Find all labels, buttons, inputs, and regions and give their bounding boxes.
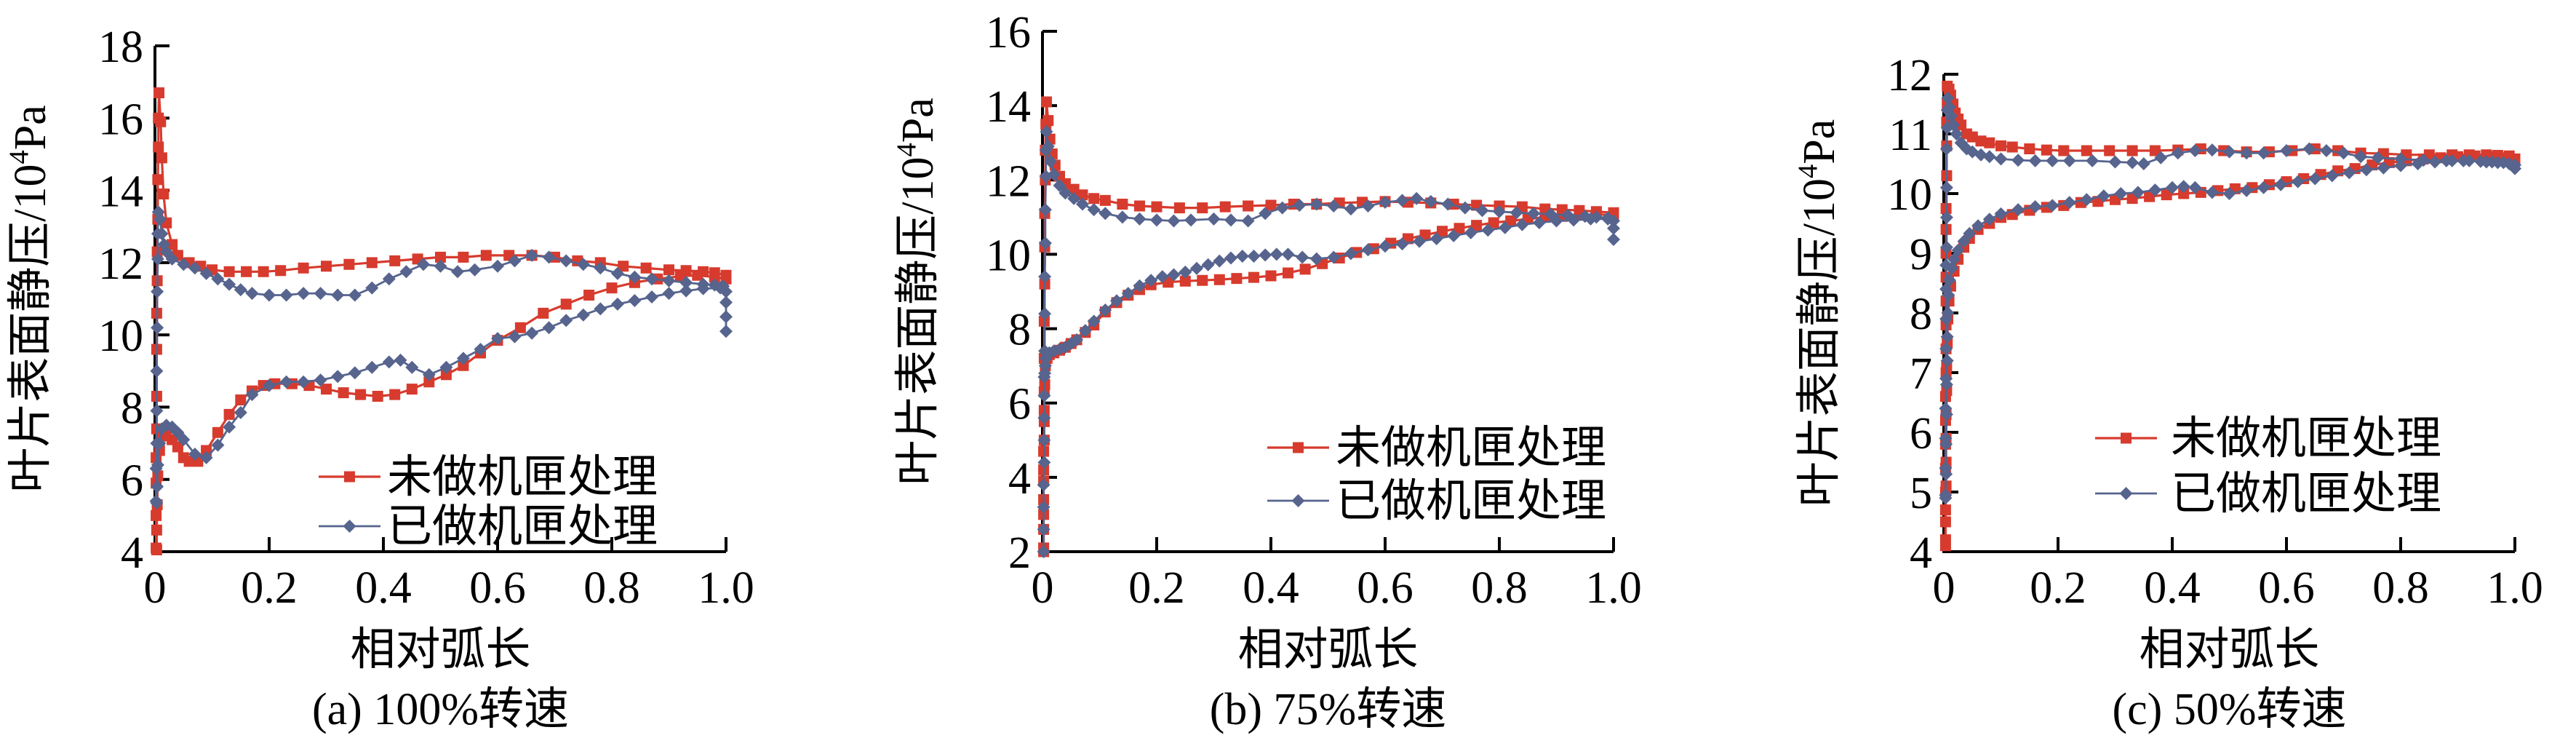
y-tick-label: 8 [121,384,143,433]
y-tick-label: 11 [1889,111,1932,160]
y-tick-label: 10 [1887,170,1932,220]
legend-label: 未做机匣处理 [1336,424,1606,473]
y-tick-label: 6 [1008,380,1031,429]
x-tick-label: 0.2 [2030,563,2086,613]
chart-a-panel: 4 6 8 10 12 14 16 18 0 0.2 0.4 0.6 0.8 1.0 叶片表面静压/104P… [4,23,754,734]
y-tick-label: 6 [121,456,143,506]
x-tick-label: 0.4 [2144,563,2201,613]
x-axis-label: 相对弧长 [350,625,530,675]
y-tick-label: 16 [98,95,143,144]
legend-label: 已做机匣处理 [1336,477,1606,526]
x-tick-label: 0.6 [2258,563,2315,613]
x-tick-label: 0 [1933,563,1955,613]
y-tick-label: 8 [1008,306,1031,355]
legend-marker-square-icon [1293,442,1304,453]
x-axis-label: 相对弧长 [1237,625,1418,675]
y-tick-label: 9 [1910,230,1932,279]
y-tick-label: 12 [986,156,1031,206]
y-axis-label: 叶片表面静压/104Pa [4,105,55,492]
y-axis-label: 叶片表面静压/104Pa [1793,119,1844,507]
x-tick-label: 1.0 [2487,563,2543,613]
y-tick-label: 12 [1887,51,1932,100]
chart-caption: (b) 75%转速 [1210,685,1446,734]
legend-marker-square-icon [2121,432,2132,444]
y-tick-label: 10 [98,312,143,361]
y-tick-label: 4 [1008,454,1031,504]
x-axis-label: 相对弧长 [2139,625,2319,675]
series-markers-treated [149,205,733,509]
y-tick-label: 14 [986,82,1031,132]
x-tick-label: 0.2 [1128,563,1185,613]
series-markers-treated [1037,124,1620,558]
y-tick-label: 16 [986,8,1031,57]
y-tick-label: 7 [1910,349,1932,399]
legend-label: 未做机匣处理 [387,453,658,502]
legend-marker-diamond-icon [2119,487,2133,500]
legend-label: 已做机匣处理 [2171,469,2441,519]
x-tick-label: 0 [144,563,167,613]
y-tick-label: 4 [121,528,143,578]
legend-label: 已做机匣处理 [387,502,658,552]
x-tick-label: 0.4 [355,563,412,613]
chart-c-panel: 4 5 6 7 8 9 10 11 12 0 0.2 0.4 0.6 0.8 1.0 叶片表面静压/104Pa… [1793,51,2543,734]
legend-marker-square-icon [344,471,355,483]
y-tick-label: 10 [986,231,1031,280]
x-tick-label: 0.4 [1243,563,1299,613]
x-tick-label: 0.8 [583,563,640,613]
x-tick-label: 0 [1032,563,1054,613]
y-tick-label: 5 [1910,469,1932,518]
x-tick-label: 0.6 [1357,563,1413,613]
y-tick-label: 4 [1910,528,1932,578]
y-tick-label: 2 [1008,528,1031,578]
y-tick-label: 18 [98,23,143,72]
legend-label: 未做机匣处理 [2171,414,2441,464]
y-tick-label: 14 [98,167,143,217]
x-tick-label: 0.8 [2372,563,2429,613]
x-tick-label: 0.6 [469,563,526,613]
legend-marker-diamond-icon [1291,494,1305,507]
y-tick-label: 12 [98,239,143,289]
chart-b-panel: 2 4 6 8 10 12 14 16 0 0.2 0.4 0.6 0.8 1.0 叶片表面静压/104Pa… [891,8,1641,734]
x-tick-label: 1.0 [1585,563,1642,613]
y-tick-label: 8 [1910,290,1932,339]
series-markers-untreated [1038,96,1619,557]
y-axis-label: 叶片表面静压/104Pa [891,98,943,485]
chart-caption: (a) 100%转速 [312,685,569,734]
x-tick-label: 0.2 [241,563,298,613]
chart-caption: (c) 50%转速 [2113,685,2347,734]
x-tick-label: 1.0 [698,563,754,613]
y-tick-label: 6 [1910,409,1932,459]
x-tick-label: 0.8 [1471,563,1528,613]
legend-marker-diamond-icon [343,520,356,533]
